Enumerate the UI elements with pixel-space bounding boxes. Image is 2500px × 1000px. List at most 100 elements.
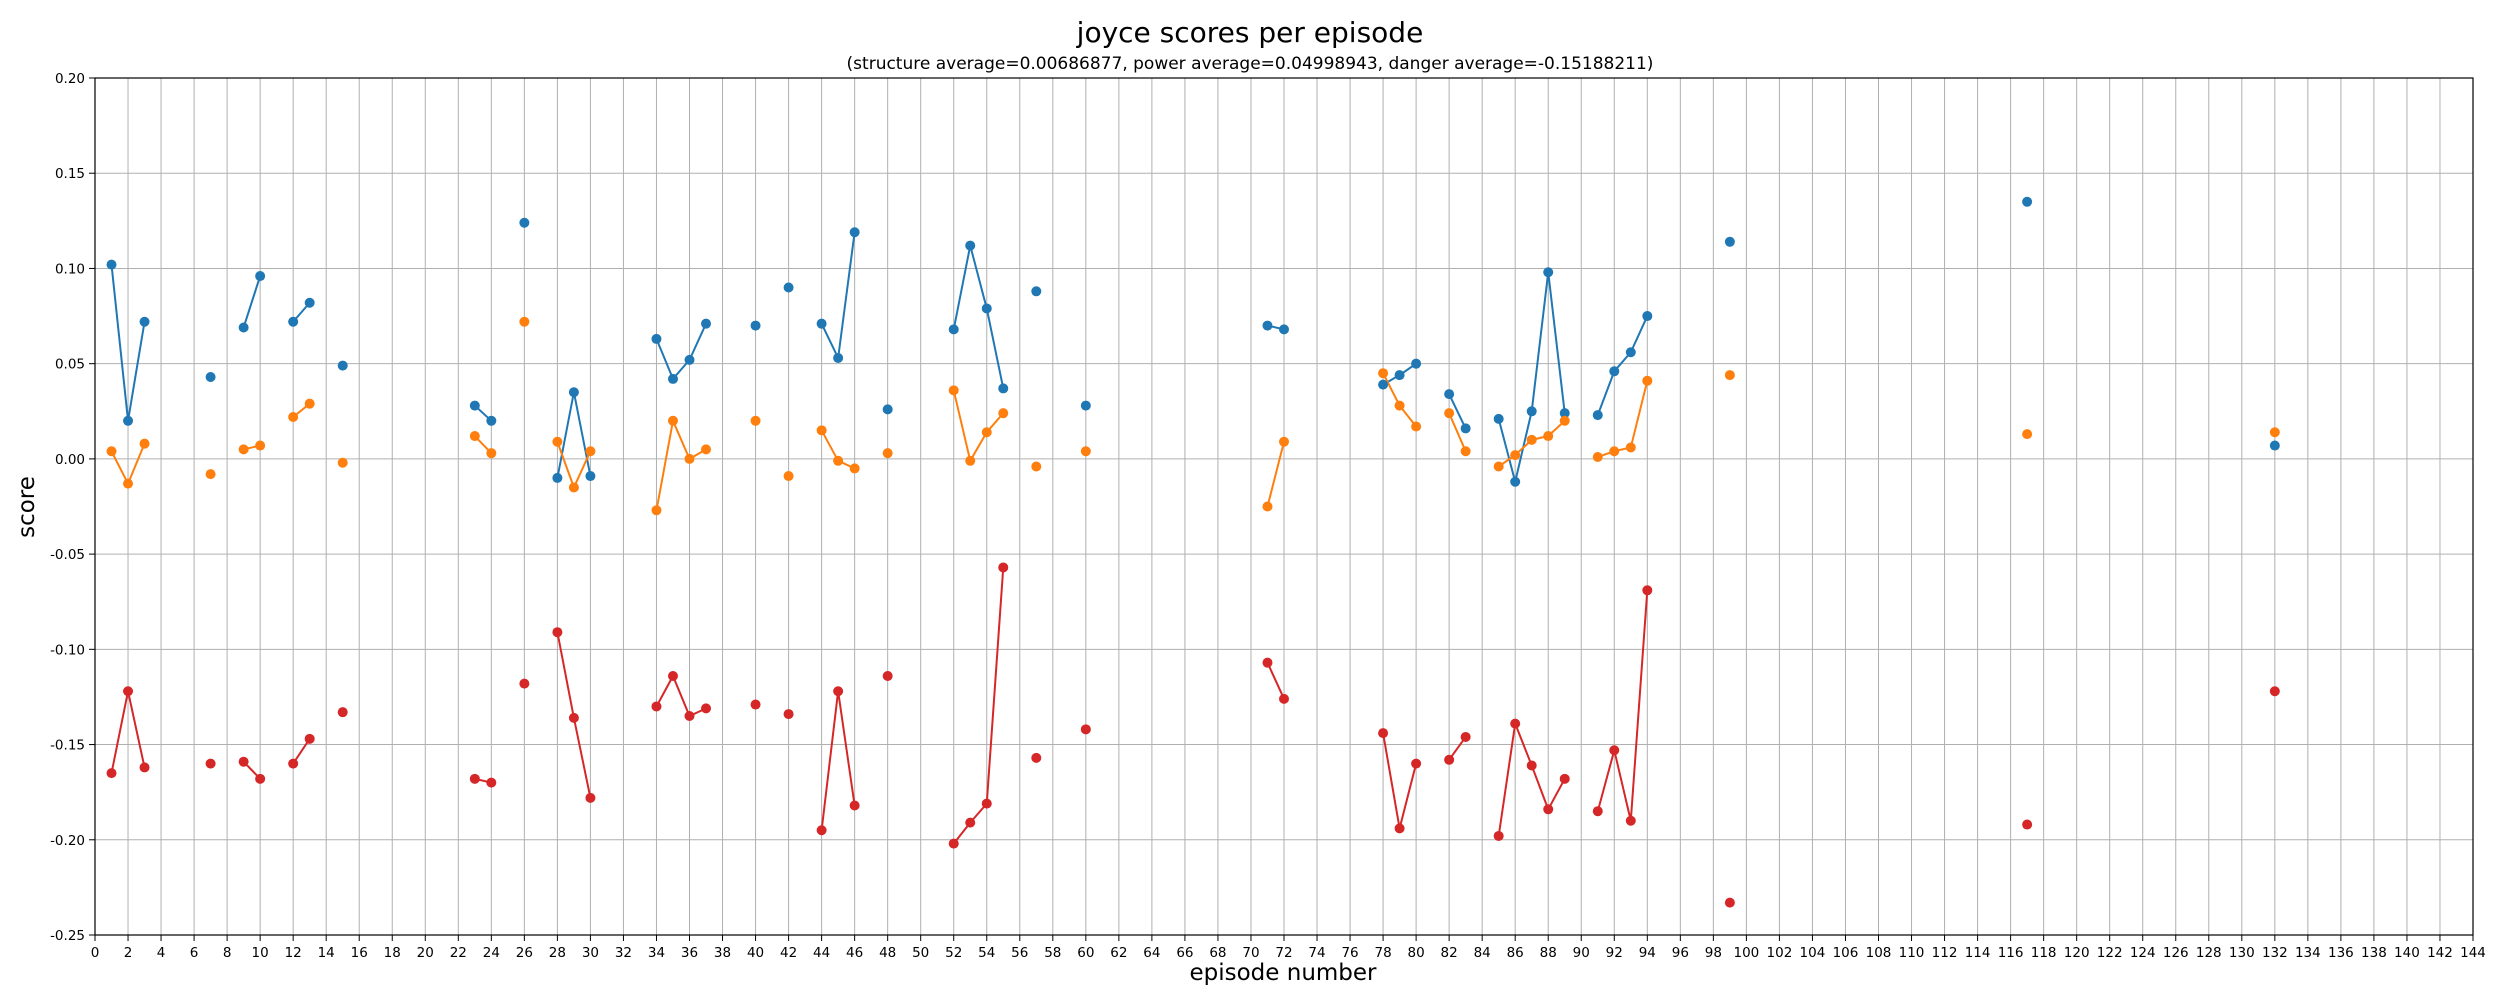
series-0-point <box>552 472 563 483</box>
series-2-point <box>1444 754 1455 765</box>
series-1-point <box>1625 442 1636 453</box>
x-tick-label: 4 <box>157 945 166 961</box>
series-1-line <box>952 390 1005 464</box>
series-1-point <box>1279 436 1289 447</box>
series-1-point <box>1642 375 1653 386</box>
x-tick-label: 52 <box>945 945 962 961</box>
series-0-line <box>556 392 592 479</box>
series-1-point <box>486 448 497 459</box>
series-2-point <box>1279 693 1289 704</box>
series-2-point <box>1262 657 1273 668</box>
series-2-point <box>486 777 497 788</box>
series-1-point <box>139 438 150 449</box>
x-tick-label: 144 <box>2460 945 2486 961</box>
y-tick-label: 0.05 <box>55 357 85 373</box>
series-1-point <box>1411 421 1422 432</box>
x-tick-label: 30 <box>582 945 599 961</box>
series-0-point <box>1080 400 1091 411</box>
series-1-point <box>304 398 315 409</box>
x-tick-label: 72 <box>1275 945 1292 961</box>
series-2-point <box>998 562 1009 573</box>
series-0-point <box>1031 286 1042 297</box>
series-2-point <box>106 768 117 779</box>
series-0-point <box>1262 320 1273 331</box>
series-2-point <box>750 699 761 710</box>
series-0-point <box>1592 410 1603 421</box>
x-tick-label: 12 <box>285 945 302 961</box>
series-0-point <box>882 404 893 415</box>
series-1-point <box>123 478 134 489</box>
y-tick-label: -0.10 <box>50 642 85 658</box>
x-tick-label: 128 <box>2196 945 2222 961</box>
x-tick-label: 136 <box>2328 945 2354 961</box>
series-1-line <box>1382 372 1417 428</box>
series-1-point <box>948 385 959 396</box>
series-0-point <box>568 387 579 398</box>
x-tick-label: 28 <box>549 945 566 961</box>
series-2-point <box>1559 773 1570 784</box>
series-1-point <box>833 455 844 466</box>
y-axis-label: score <box>14 476 40 538</box>
series-2-point <box>552 627 563 638</box>
x-tick-label: 122 <box>2097 945 2123 961</box>
x-tick-label: 108 <box>1866 945 1892 961</box>
series-1-point <box>849 463 860 474</box>
series-0-point <box>486 415 497 426</box>
x-axis-label: episode number <box>1189 960 1377 986</box>
x-tick-label: 16 <box>351 945 368 961</box>
series-2-point <box>1543 804 1554 815</box>
series-1-point <box>998 408 1009 419</box>
x-tick-label: 126 <box>2163 945 2189 961</box>
series-2-point <box>288 758 299 769</box>
x-tick-label: 60 <box>1077 945 1094 961</box>
series-0-point <box>684 354 695 365</box>
series-1-point <box>238 444 249 455</box>
x-tick-label: 124 <box>2130 945 2156 961</box>
series-0-point <box>1460 423 1471 434</box>
series-0-line <box>655 323 707 381</box>
series-0-point <box>519 217 530 228</box>
series-2-point <box>849 800 860 811</box>
series-0-point <box>651 333 662 344</box>
x-tick-label: 2 <box>124 945 133 961</box>
series-2-point <box>1460 731 1471 742</box>
series-0-point <box>288 316 299 327</box>
y-tick-label: -0.05 <box>50 547 85 563</box>
x-tick-label: 118 <box>2031 945 2057 961</box>
x-tick-label: 20 <box>417 945 434 961</box>
series-0-point <box>2022 196 2033 207</box>
series-1-point <box>816 425 827 436</box>
x-tick-label: 86 <box>1507 945 1524 961</box>
x-tick-label: 54 <box>978 945 995 961</box>
series-2-point <box>139 762 150 773</box>
x-tick-label: 134 <box>2295 945 2321 961</box>
y-tick-label: -0.25 <box>50 928 85 944</box>
series-1-point <box>1444 408 1455 419</box>
series-2-point <box>1625 815 1636 826</box>
x-tick-label: 100 <box>1733 945 1759 961</box>
y-tick-label: -0.20 <box>50 833 85 849</box>
series-1-point <box>585 446 596 457</box>
series-0-point <box>106 259 117 270</box>
x-tick-label: 70 <box>1242 945 1259 961</box>
series-2-point <box>1080 724 1091 735</box>
x-tick-label: 26 <box>516 945 533 961</box>
series-2-point <box>651 701 662 712</box>
x-tick-label: 82 <box>1441 945 1458 961</box>
series-0-point <box>1493 413 1504 424</box>
series-2-point <box>1724 897 1735 908</box>
x-tick-label: 10 <box>252 945 269 961</box>
series-1-line <box>655 417 707 511</box>
series-1-point <box>205 469 216 480</box>
series-2-point <box>304 733 315 744</box>
series-1-point <box>337 457 348 468</box>
x-tick-label: 116 <box>1998 945 2024 961</box>
x-tick-label: 78 <box>1374 945 1391 961</box>
x-tick-label: 14 <box>318 945 335 961</box>
x-tick-label: 48 <box>879 945 896 961</box>
series-2-point <box>469 773 480 784</box>
series-1-point <box>684 453 695 464</box>
series-2-line <box>1497 719 1566 837</box>
series-2-point <box>1394 823 1405 834</box>
